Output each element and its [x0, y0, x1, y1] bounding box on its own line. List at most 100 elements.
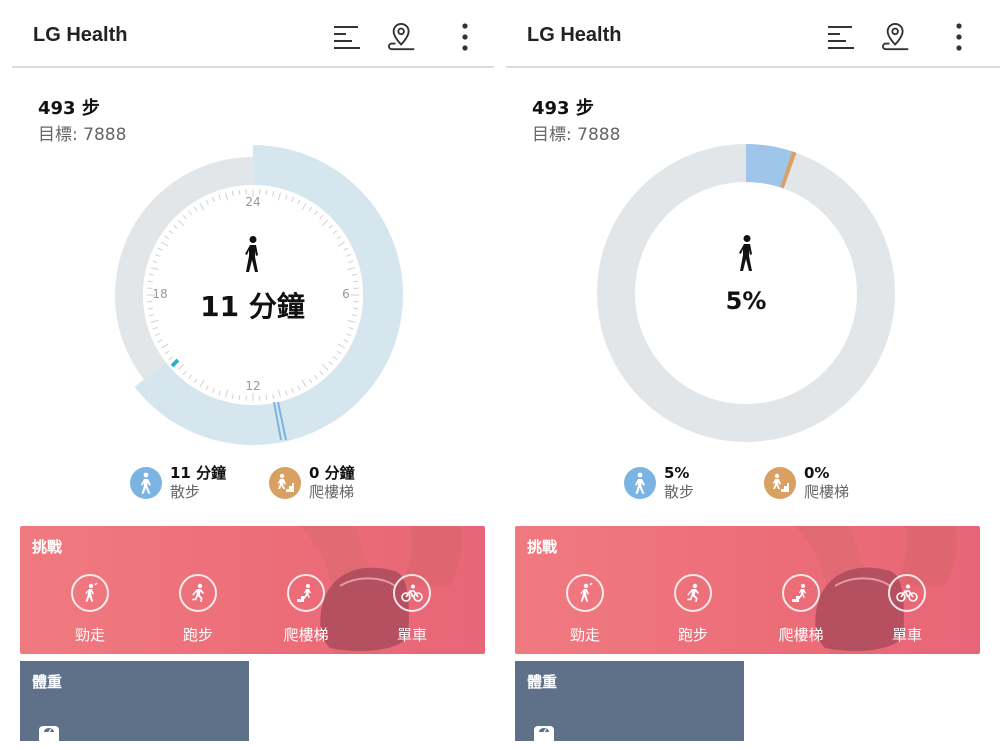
clock-tick	[277, 192, 281, 201]
steps-count: 493 步	[532, 98, 594, 119]
legend-walk-label: 散步	[664, 483, 695, 501]
challenge-card[interactable]: 挑戰 勁走 跑步 爬樓梯 單車	[515, 526, 980, 654]
clock-tick	[319, 214, 324, 220]
challenge-running[interactable]: 跑步	[653, 574, 733, 645]
clock-tick	[172, 224, 178, 229]
challenge-cycling[interactable]: 單車	[372, 574, 452, 645]
clock-tick	[347, 267, 356, 271]
clock-tick	[148, 273, 155, 276]
weight-card[interactable]: 體重	[20, 661, 249, 744]
clock-tick	[177, 363, 185, 371]
challenge-cycling[interactable]: 單車	[867, 574, 947, 645]
clock-tick	[277, 389, 281, 398]
legend-stairs: 0% 爬樓梯	[764, 464, 849, 502]
sneaker-photo	[300, 526, 462, 654]
clock-tick	[284, 194, 288, 200]
clock-label-bottom: 12	[245, 379, 260, 393]
goal-progress-ring[interactable]	[596, 143, 896, 443]
activity-clock-ring[interactable]: 24 6 12 18	[110, 140, 410, 450]
challenge-power-walk-label: 勁走	[569, 626, 600, 644]
clock-tick	[284, 390, 288, 396]
legend-walk: 11 分鐘 散步	[130, 464, 226, 502]
walking-icon	[624, 467, 656, 499]
clock-tick	[291, 388, 295, 394]
clock-tick	[265, 189, 268, 195]
clock-tick	[164, 350, 170, 355]
challenge-power-walk[interactable]: 勁走	[50, 574, 130, 645]
power-walk-icon	[566, 574, 604, 612]
clock-tick	[193, 378, 198, 384]
stairs-icon	[287, 574, 325, 612]
weight-title: 體重	[527, 673, 558, 691]
walking-icon	[130, 467, 162, 499]
legend-stairs-value: 0 分鐘	[309, 464, 355, 482]
legend-stairs-label: 爬樓梯	[804, 483, 850, 501]
more-vert-icon[interactable]	[450, 20, 480, 54]
stairs-progress-arc	[780, 151, 797, 189]
clock-tick	[147, 280, 153, 283]
cycling-icon	[888, 574, 926, 612]
clock-tick	[343, 247, 349, 251]
clock-tick	[297, 385, 301, 391]
walk-progress-arc	[745, 144, 793, 188]
more-vert-icon[interactable]	[944, 20, 974, 54]
stairs-icon	[269, 467, 301, 499]
challenge-card[interactable]: 挑戰 勁走 跑步 爬樓梯 單車	[20, 526, 485, 654]
legend-stairs-value: 0%	[804, 464, 830, 482]
clock-tick	[205, 199, 209, 205]
clock-tick	[328, 361, 334, 366]
app-title: LG Health	[33, 24, 128, 46]
active-minutes-value: 11 分鐘	[200, 290, 305, 323]
clock-tick	[168, 356, 174, 360]
clock-tick	[353, 307, 359, 310]
weight-card[interactable]: 體重	[515, 661, 744, 744]
legend-walk: 5% 散步	[624, 464, 694, 502]
clock-tick	[265, 395, 268, 401]
challenge-running[interactable]: 跑步	[158, 574, 238, 645]
clock-tick	[346, 253, 352, 257]
location-pin-icon[interactable]	[388, 20, 418, 54]
clock-tick	[188, 210, 192, 216]
clock-tick	[272, 393, 275, 400]
challenge-stairs-label: 爬樓梯	[778, 626, 824, 644]
clock-tick	[154, 333, 160, 337]
clock-label-left: 18	[152, 287, 167, 301]
clock-tick	[321, 363, 329, 371]
clock-tick	[199, 202, 205, 211]
clock-tick	[332, 356, 338, 360]
running-icon	[179, 574, 217, 612]
goal-percent-value: 5%	[725, 287, 767, 315]
sneaker-photo	[795, 526, 957, 654]
challenge-stairs[interactable]: 爬樓梯	[761, 574, 841, 645]
stairs-icon	[764, 467, 796, 499]
scale-icon	[38, 725, 60, 744]
clock-tick	[272, 190, 275, 197]
running-icon	[674, 574, 712, 612]
clock-tick	[308, 206, 313, 212]
challenge-stairs[interactable]: 爬樓梯	[266, 574, 346, 645]
legend-stairs: 0 分鐘 爬樓梯	[269, 464, 355, 502]
clock-tick	[348, 260, 354, 264]
clock-tick	[182, 214, 187, 220]
clock-tick	[218, 194, 222, 200]
clock-tick	[301, 379, 307, 388]
challenge-power-walk[interactable]: 勁走	[545, 574, 625, 645]
clock-tick	[328, 224, 334, 229]
clock-tick	[160, 343, 169, 349]
clock-tick	[157, 247, 163, 251]
clock-tick	[225, 192, 229, 201]
list-icon[interactable]	[332, 20, 362, 54]
list-icon[interactable]	[826, 20, 856, 54]
cycling-icon	[393, 574, 431, 612]
clock-tick	[319, 370, 324, 376]
clock-tick	[188, 374, 192, 380]
location-pin-icon[interactable]	[882, 20, 912, 54]
clock-tick	[193, 206, 198, 212]
clock-tick	[343, 339, 349, 343]
scale-icon	[533, 725, 555, 744]
clock-tick	[301, 202, 307, 211]
clock-tick	[152, 260, 158, 264]
clock-tick	[238, 395, 241, 401]
clock-tick	[182, 370, 187, 376]
clock-tick	[348, 326, 354, 330]
